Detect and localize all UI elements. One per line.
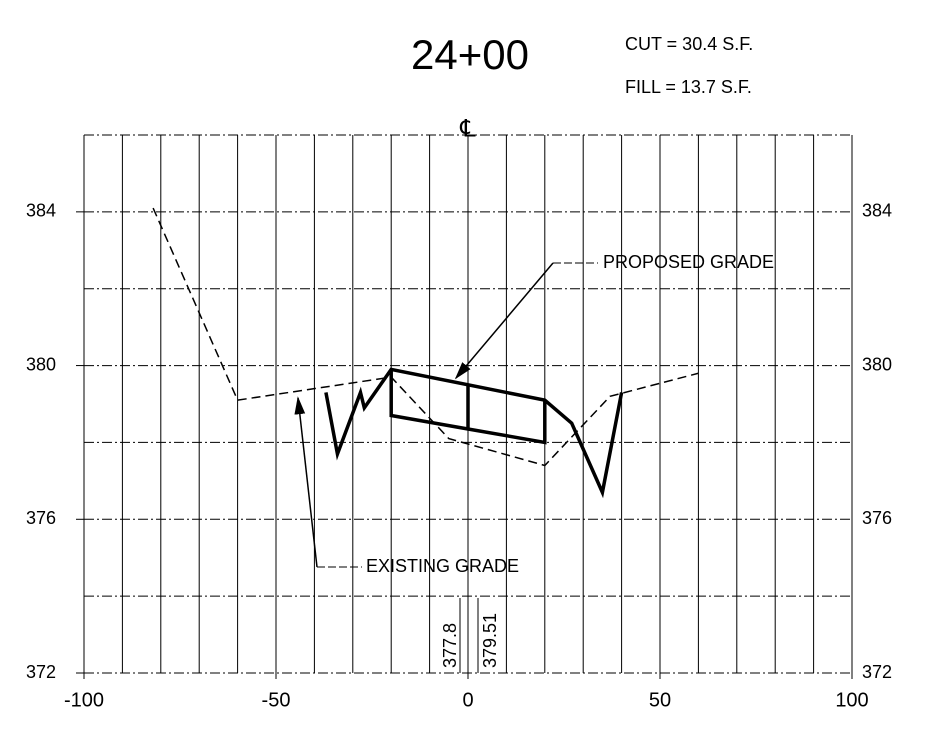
x-tick-label: -100 [64, 689, 104, 711]
y-tick-label: 376 [26, 508, 56, 528]
y-tick-label-right: 372 [862, 662, 892, 682]
y-tick-label: 380 [26, 354, 56, 374]
annotation: FILL = 13.7 S.F. [625, 77, 752, 97]
x-tick-label: 0 [462, 689, 473, 711]
y-tick-label-right: 384 [862, 201, 892, 221]
leaders [294, 262, 598, 673]
y-tick-label-right: 380 [862, 354, 892, 374]
annotation: PROPOSED GRADE [603, 252, 774, 272]
grade-line [389, 369, 547, 445]
x-tick-label: 100 [835, 689, 868, 711]
x-tick-label: 50 [649, 689, 671, 711]
annotation: EXISTING GRADE [366, 556, 519, 576]
grade-line [152, 207, 699, 467]
y-tick-label: 384 [26, 201, 56, 221]
y-tick-label: 372 [26, 662, 56, 682]
annotation: ℄ [459, 115, 476, 142]
grade-line [324, 367, 624, 499]
annotation: 377.8 [440, 623, 460, 668]
x-tick-label: -50 [262, 689, 291, 711]
chart-title: 24+00 [411, 31, 529, 78]
annotation: 379.51 [480, 613, 500, 668]
y-tick-label-right: 376 [862, 508, 892, 528]
annotation: CUT = 30.4 S.F. [625, 34, 753, 54]
